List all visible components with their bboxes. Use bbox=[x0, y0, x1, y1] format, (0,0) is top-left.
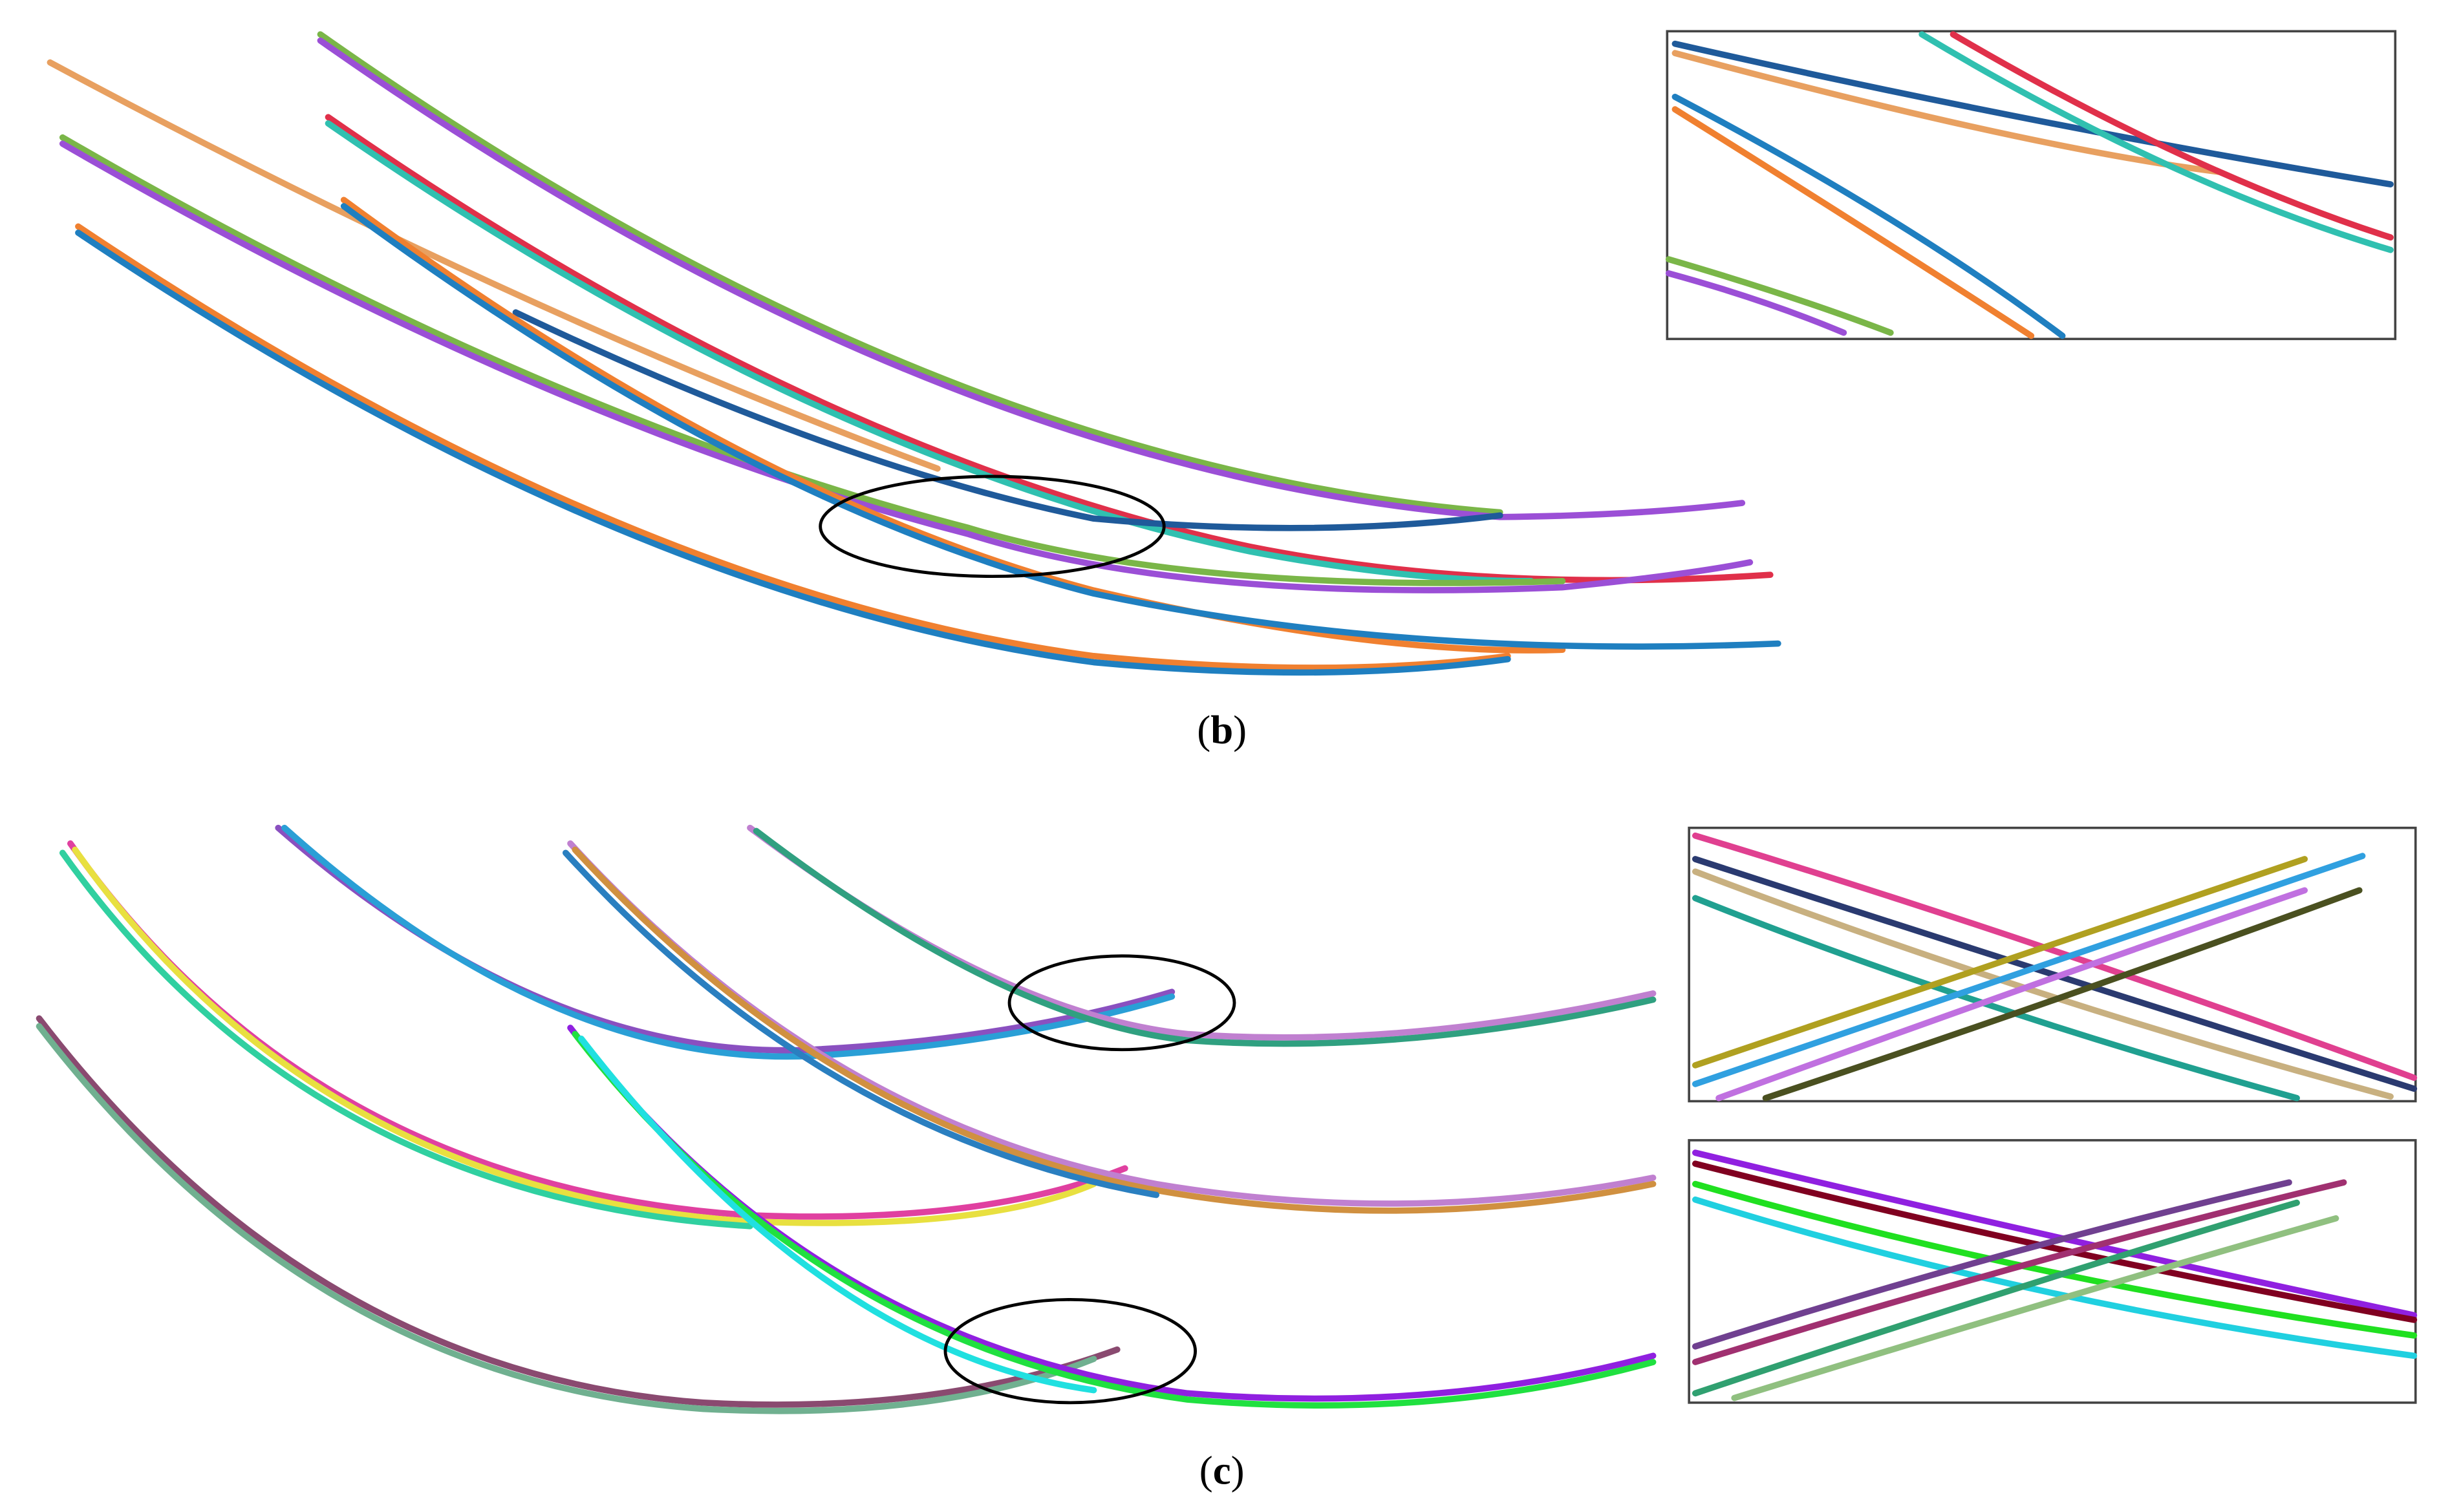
highlight-ellipse bbox=[819, 474, 1166, 579]
inset-strand bbox=[1692, 868, 2394, 1100]
inset-strand bbox=[1692, 1179, 2292, 1350]
strand bbox=[572, 846, 1657, 1214]
inset-strand bbox=[1692, 1180, 2418, 1339]
inset-strand bbox=[1692, 856, 2308, 1069]
strand bbox=[275, 824, 1176, 1054]
strand bbox=[747, 824, 1657, 1041]
inset-strand bbox=[1671, 93, 2066, 339]
inset-strand bbox=[1918, 31, 2394, 253]
strand bbox=[59, 140, 1754, 593]
inset-strand bbox=[1731, 1215, 2339, 1401]
inset-strand bbox=[1715, 887, 2308, 1102]
strand bbox=[572, 1030, 1657, 1409]
strand bbox=[512, 309, 1503, 531]
highlight-ellipse bbox=[1007, 954, 1236, 1052]
strand bbox=[75, 223, 1511, 671]
strand bbox=[578, 1036, 1097, 1394]
highlight-ellipse bbox=[943, 1297, 1198, 1405]
strand bbox=[59, 849, 753, 1230]
panel-b: (b) bbox=[47, 30, 2397, 752]
inset-strand bbox=[1671, 106, 2035, 339]
strand bbox=[72, 846, 1097, 1226]
strand bbox=[59, 134, 1566, 586]
strand bbox=[753, 827, 1657, 1047]
inset-strand bbox=[1692, 1179, 2347, 1365]
inset-strand bbox=[1762, 887, 2363, 1102]
strand bbox=[340, 203, 1781, 650]
panel-label: (b) bbox=[1197, 707, 1247, 752]
inset-strand bbox=[1692, 1196, 2418, 1359]
panel-c: (c) bbox=[36, 824, 2418, 1493]
inset-strand bbox=[1692, 856, 2418, 1092]
paren: ( bbox=[1197, 707, 1210, 752]
strand bbox=[325, 120, 1534, 584]
strand bbox=[317, 37, 1746, 520]
strand bbox=[340, 197, 1566, 654]
strand bbox=[75, 229, 1511, 676]
strand bbox=[36, 1015, 1121, 1408]
inset-strand bbox=[1692, 853, 2366, 1087]
paren: ) bbox=[1231, 1448, 1245, 1493]
inset-strand bbox=[1692, 1149, 2418, 1319]
paren: ( bbox=[1199, 1448, 1213, 1493]
panel-letter: c bbox=[1213, 1448, 1231, 1493]
panel-label: (c) bbox=[1199, 1448, 1245, 1493]
strand bbox=[317, 31, 1503, 516]
inset-strand bbox=[1692, 1199, 2300, 1397]
inset-strand bbox=[1665, 256, 1894, 336]
panel-letter: b bbox=[1210, 707, 1233, 752]
inset-strand bbox=[1671, 40, 2394, 187]
strand bbox=[36, 1023, 1097, 1414]
strand bbox=[47, 59, 941, 472]
strand bbox=[562, 849, 1160, 1198]
inset-strand bbox=[1950, 31, 2394, 241]
inset-strand bbox=[1665, 270, 1847, 336]
paren: ) bbox=[1233, 707, 1247, 752]
strand bbox=[281, 824, 1176, 1060]
